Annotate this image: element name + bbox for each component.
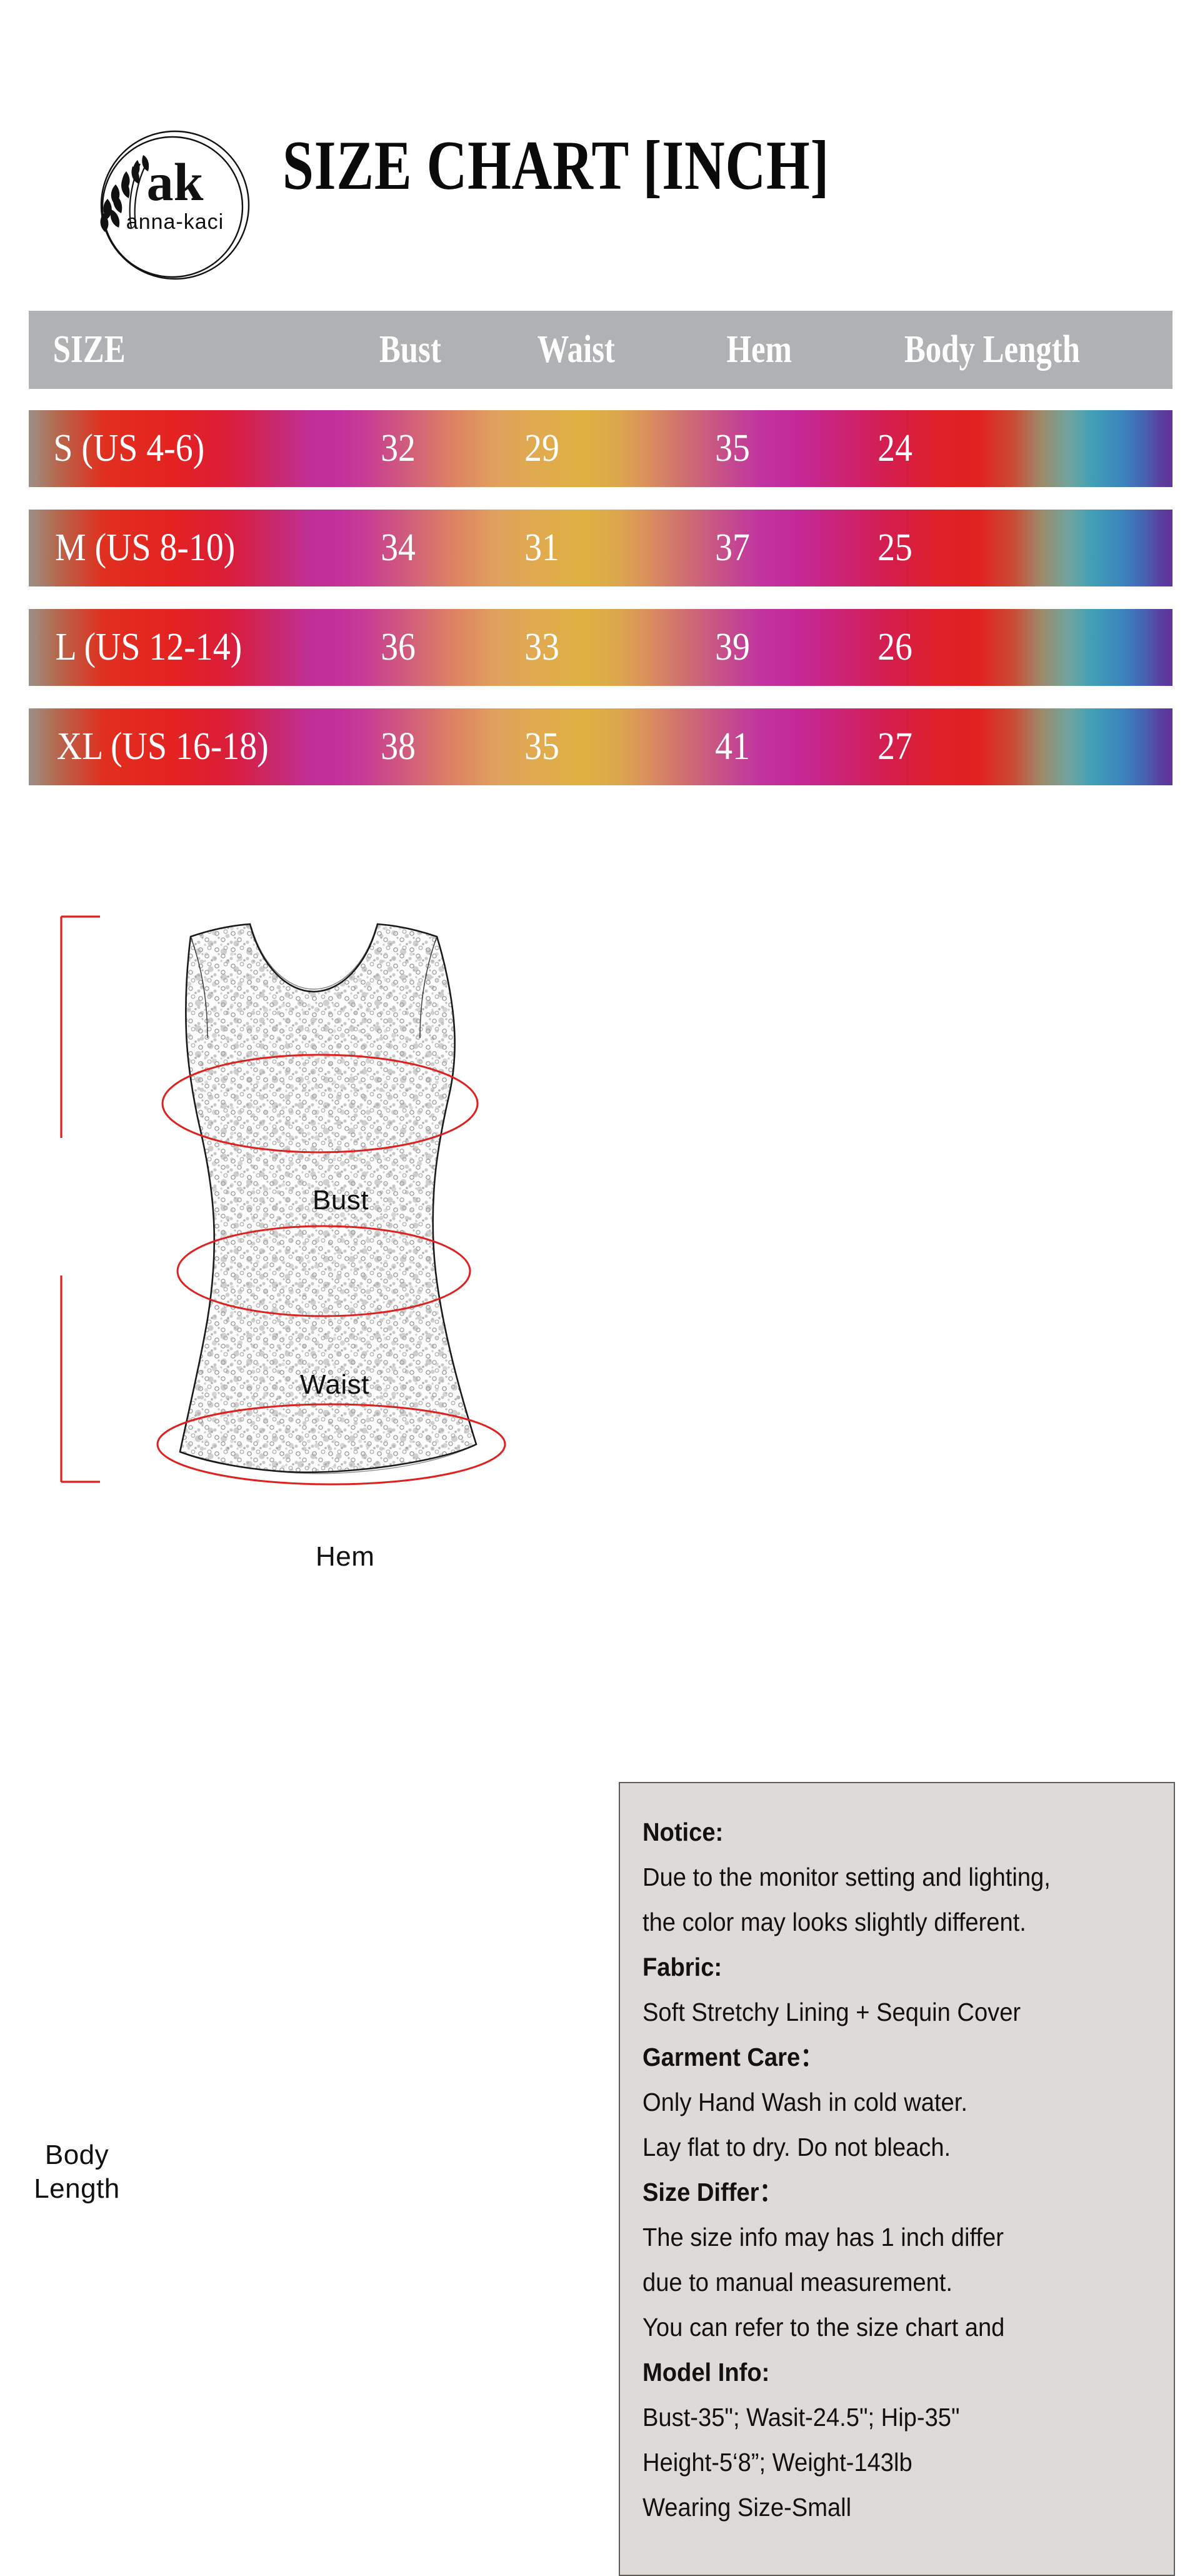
table-row: S (US 4-6) 32 29 35 24 — [29, 410, 1172, 487]
cell-bust: 32 — [381, 427, 416, 470]
notice-line: Only Hand Wash in cold water. — [642, 2088, 968, 2116]
notice-line: Notice: — [642, 1818, 724, 1846]
size-chart-table: SIZE Bust Waist Hem Body Length S (US 4-… — [29, 311, 1172, 808]
bust-label: Bust — [312, 1185, 369, 1215]
cell-waist: 35 — [524, 725, 559, 768]
page-header: ak anna-kaci SIZE CHART [INCH] — [0, 0, 1200, 294]
table-row: M (US 8-10) 34 31 37 25 — [29, 510, 1172, 586]
cell-bust: 38 — [381, 725, 416, 768]
cell-body-length: 25 — [878, 526, 912, 569]
notice-line: Wearing Size-Small — [642, 2493, 852, 2522]
column-header-waist: Waist — [537, 328, 615, 371]
garment-diagram — [25, 888, 600, 1776]
notice-line: due to manual measurement. — [642, 2268, 952, 2297]
body-length-bracket — [60, 915, 100, 1483]
page-title: SIZE CHART [INCH] — [282, 127, 830, 204]
hem-measure-ellipse — [156, 1403, 506, 1486]
notice-line: the color may looks slightly different. — [642, 1908, 1026, 1936]
column-header-size: SIZE — [52, 328, 126, 371]
column-header-bust: Bust — [379, 328, 441, 371]
cell-waist: 29 — [524, 427, 559, 470]
cell-waist: 31 — [524, 526, 559, 569]
cell-hem: 35 — [715, 427, 750, 470]
notice-line: Fabric: — [642, 1953, 722, 1981]
bust-measure-ellipse — [161, 1054, 479, 1154]
notice-panel: Notice: Due to the monitor setting and l… — [619, 1782, 1175, 2576]
notice-line: Lay flat to dry. Do not bleach. — [642, 2133, 951, 2161]
brand-logo: ak anna-kaci — [80, 111, 261, 293]
table-row: XL (US 16-18) 38 35 41 27 — [29, 708, 1172, 785]
notice-line: Bust-35"; Wasit-24.5"; Hip-35" — [642, 2403, 960, 2432]
cell-body-length: 24 — [878, 427, 912, 470]
hem-label: Hem — [316, 1541, 375, 1572]
notice-line: Model Info: — [642, 2358, 770, 2387]
notice-line: Height-5‘8”; Weight-143lb — [642, 2448, 912, 2477]
cell-body-length: 27 — [878, 725, 912, 768]
notice-line: Garment Care： — [642, 2043, 824, 2071]
notice-line: Due to the monitor setting and lighting, — [642, 1863, 1051, 1891]
cell-bust: 36 — [381, 626, 416, 668]
notice-line: The size info may has 1 inch differ — [642, 2223, 1004, 2251]
logo-brand-name: anna-kaci — [126, 210, 224, 234]
table-header-row: SIZE Bust Waist Hem Body Length — [29, 311, 1172, 389]
notice-line: Soft Stretchy Lining + Sequin Cover — [642, 1998, 1021, 2026]
notice-line: Size Differ： — [642, 2178, 783, 2206]
cell-waist: 33 — [524, 626, 559, 668]
column-header-hem: Hem — [726, 328, 792, 371]
cell-size: XL (US 16-18) — [56, 725, 269, 768]
laurel-wreath-circle-logo-icon: ak anna-kaci — [100, 130, 250, 280]
cell-hem: 39 — [715, 626, 750, 668]
logo-monogram: ak — [147, 152, 204, 212]
cell-bust: 34 — [381, 526, 416, 569]
notice-line: You can refer to the size chart and — [642, 2313, 1005, 2342]
table-row: L (US 12-14) 36 33 39 26 — [29, 609, 1172, 686]
cell-body-length: 26 — [878, 626, 912, 668]
cell-hem: 41 — [715, 725, 750, 768]
cell-size: S (US 4-6) — [53, 427, 205, 470]
body-length-label: Body Length — [34, 2140, 120, 2204]
cell-size: L (US 12-14) — [55, 626, 242, 668]
waist-measure-ellipse — [176, 1225, 471, 1317]
column-header-body-length: Body Length — [904, 328, 1080, 371]
waist-label: Waist — [300, 1369, 369, 1400]
tank-top-illustration-icon — [60, 915, 506, 1486]
lower-section: Body Length Notice: Due to the monitor s… — [0, 888, 1200, 2576]
cell-hem: 37 — [715, 526, 750, 569]
cell-size: M (US 8-10) — [55, 526, 236, 569]
